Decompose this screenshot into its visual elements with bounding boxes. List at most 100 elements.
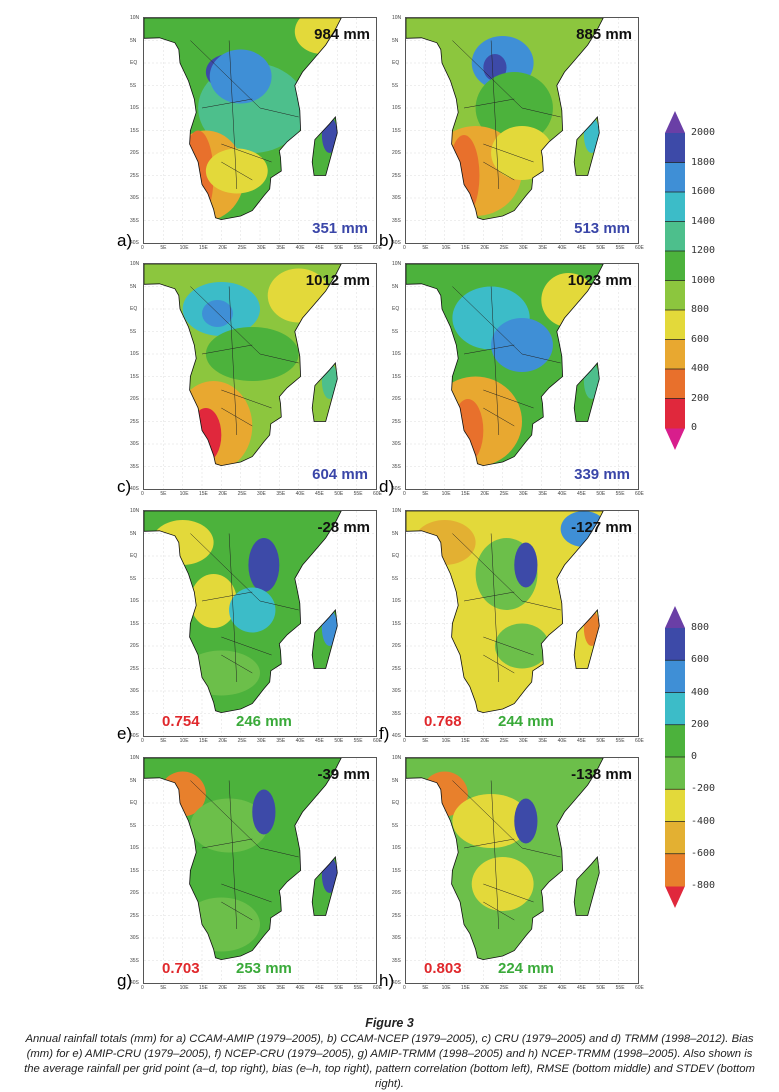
mean-value-label: -127 mm	[571, 519, 632, 536]
lon-tick-label: 0	[403, 738, 406, 744]
lon-tick-label: 55E	[615, 245, 625, 251]
lat-tick-label: 5N	[130, 530, 137, 537]
africa-map	[144, 511, 376, 736]
lat-tick-label: 35S	[130, 710, 139, 717]
figure-caption: Figure 3 Annual rainfall totals (mm) for…	[20, 1016, 759, 1092]
lat-tick-label: 20S	[392, 396, 401, 402]
lon-tick-label: 20E	[218, 491, 228, 497]
colorbar-tick-label: -200	[691, 783, 716, 795]
africa-map	[406, 758, 638, 983]
lat-tick-label: 5S	[392, 822, 399, 829]
country-border	[483, 143, 534, 163]
lon-tick-label: 15E	[461, 245, 470, 251]
lon-tick-label: 40E	[557, 985, 567, 991]
lon-tick-label: 5E	[422, 491, 429, 497]
panel-letter: c)	[117, 477, 132, 496]
lat-tick-label: 35S	[392, 957, 401, 964]
lon-tick-label: 55E	[353, 738, 363, 744]
colorbar-segment	[665, 251, 685, 281]
colorbar-segment	[665, 398, 685, 429]
lat-tick-label: 25S	[130, 172, 139, 179]
rmse-label: 253 mm	[236, 960, 292, 977]
lon-tick-label: 20E	[480, 245, 490, 251]
colorbar-segment	[665, 660, 685, 693]
lon-tick-label: 15E	[199, 245, 208, 251]
country-border	[452, 780, 561, 858]
lon-tick-label: 35E	[276, 985, 286, 991]
lon-tick-label: 5E	[422, 738, 429, 744]
colorbar-tick-label: -800	[691, 880, 716, 891]
country-border	[452, 40, 561, 118]
colorbar-extension	[665, 606, 685, 628]
stdev-label: 513 mm	[574, 220, 630, 237]
colorbar-tick-label: 200	[691, 392, 710, 404]
lon-tick-label: 35E	[538, 738, 548, 744]
lat-tick-label: 30S	[392, 935, 401, 941]
lon-tick-label: 30E	[519, 491, 528, 497]
lat-tick-label: 25S	[392, 912, 401, 919]
coastline	[311, 609, 338, 669]
coastline	[406, 511, 604, 714]
lon-tick-label: 0	[403, 245, 406, 251]
map-panel-e: -28 mm 0.754 246 mm e) 10N 5N EQ 5S 10S 15S 20S 25S…	[117, 508, 382, 744]
lat-tick-label: 5N	[392, 283, 399, 290]
lat-tick-label: 5N	[130, 37, 137, 44]
country-border	[221, 143, 272, 163]
lat-tick-label: 10N	[392, 508, 402, 514]
lon-tick-label: 25E	[237, 491, 247, 497]
coastline	[144, 18, 342, 221]
country-border	[221, 389, 272, 409]
map-panel-f: -127 mm 0.768 244 mm f) 10N 5N EQ 5S 10S 15S 20S 25…	[379, 508, 644, 744]
lon-tick-label: 0	[141, 738, 144, 744]
panel-letter: d)	[379, 477, 395, 496]
lon-tick-label: 40E	[295, 491, 305, 497]
lat-tick-label: EQ	[392, 60, 400, 66]
lat-tick-label: 30S	[392, 441, 401, 447]
mean-value-label: 1023 mm	[567, 272, 632, 289]
lon-tick-label: 40E	[557, 245, 567, 251]
lat-tick-label: 10N	[392, 15, 402, 21]
lat-tick-label: EQ	[130, 60, 138, 66]
map-panel-d: 1023 mm 339 mm d) 10N 5N EQ 5S 10S 15S 20S 25S 30S 3…	[379, 261, 644, 497]
colorbar-segment	[665, 133, 685, 163]
lat-tick-label: 5S	[392, 328, 399, 335]
lat-tick-label: 10S	[392, 351, 401, 357]
lat-tick-label: 40S	[392, 733, 401, 739]
panel-letter: g)	[117, 971, 133, 990]
country-border	[490, 533, 500, 683]
lon-tick-label: 60E	[635, 245, 644, 251]
coastline	[573, 856, 600, 916]
lat-tick-label: 10N	[392, 261, 402, 267]
lon-tick-label: 40E	[295, 738, 305, 744]
stdev-label: 339 mm	[574, 466, 630, 483]
lon-tick-label: 30E	[519, 738, 528, 744]
lat-tick-label: 25S	[130, 912, 139, 919]
lon-tick-label: 0	[403, 985, 406, 991]
rmse-label: 224 mm	[498, 960, 554, 977]
lat-tick-label: 35S	[130, 217, 139, 224]
lon-tick-label: 10E	[441, 245, 451, 251]
lon-tick-label: 10E	[179, 738, 189, 744]
country-border	[483, 407, 515, 427]
map-panel-g: -39 mm 0.703 253 mm g) 10N 5N EQ 5S 10S 15S 20S 25S…	[117, 755, 382, 991]
country-border	[228, 780, 238, 930]
lat-tick-label: 15S	[392, 127, 401, 134]
lat-tick-label: 25S	[392, 665, 401, 672]
lon-tick-label: 10E	[441, 491, 451, 497]
lon-tick-label: 35E	[276, 245, 286, 251]
country-border	[490, 40, 500, 190]
lat-tick-label: 5N	[130, 283, 137, 290]
map-panel-h: -138 mm 0.803 224 mm h) 10N 5N EQ 5S 10S 15S 20S 25…	[379, 755, 644, 991]
lon-tick-label: 40E	[295, 985, 305, 991]
coastline	[144, 264, 342, 467]
figure-title: Figure 3	[365, 1016, 414, 1030]
lat-tick-label: 40S	[130, 240, 139, 246]
lon-tick-label: 0	[141, 245, 144, 251]
country-border	[483, 636, 534, 656]
mean-value-label: 1012 mm	[305, 272, 370, 289]
coastline	[573, 609, 600, 669]
lat-tick-label: 10S	[392, 845, 401, 851]
lon-tick-label: 20E	[218, 985, 228, 991]
lon-tick-label: 20E	[480, 985, 490, 991]
lat-tick-label: 40S	[130, 486, 139, 492]
